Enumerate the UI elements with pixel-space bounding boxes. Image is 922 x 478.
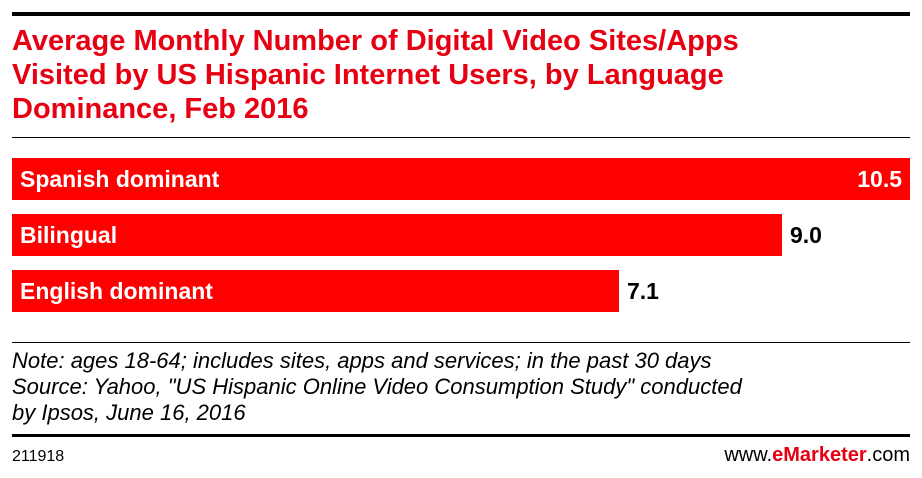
brand-name: eMarketer <box>772 444 867 466</box>
brand-link[interactable]: www.eMarketer.com <box>724 444 910 467</box>
bar-value-label: 10.5 <box>857 166 902 192</box>
source-text-line-1: Source: Yahoo, "US Hispanic Online Video… <box>12 374 742 399</box>
bar-value-label: 9.0 <box>790 222 822 248</box>
chart-title-line-2: Visited by US Hispanic Internet Users, b… <box>12 59 724 91</box>
bar-english-dominant: English dominant <box>12 270 619 312</box>
bar-category-label: Bilingual <box>20 222 118 248</box>
bar-category-label: Spanish dominant <box>20 166 220 192</box>
bar-category-label: English dominant <box>20 278 213 304</box>
bar-chart: Spanish dominant 10.5 Bilingual 9.0 English … <box>12 158 910 318</box>
chart-title-line-1: Average Monthly Number of Digital Video … <box>12 25 739 57</box>
bar-spanish-dominant: Spanish dominant <box>12 158 910 200</box>
chart-id: 211918 <box>12 448 65 465</box>
notes-divider <box>12 342 910 343</box>
brand-prefix: www. <box>724 444 773 466</box>
title-divider <box>12 137 910 138</box>
top-rule <box>12 12 910 16</box>
source-text-line-2: by Ipsos, June 16, 2016 <box>12 400 246 425</box>
chart-notes: Note: ages 18-64; includes sites, apps a… <box>12 348 910 426</box>
note-text: Note: ages 18-64; includes sites, apps a… <box>12 348 712 373</box>
bottom-rule <box>12 434 910 437</box>
brand-suffix: .com <box>866 444 910 466</box>
chart-title-line-3: Dominance, Feb 2016 <box>12 93 309 125</box>
bar-bilingual: Bilingual <box>12 214 782 256</box>
chart-title: Average Monthly Number of Digital Video … <box>12 24 910 126</box>
bar-value-label: 7.1 <box>627 278 659 304</box>
